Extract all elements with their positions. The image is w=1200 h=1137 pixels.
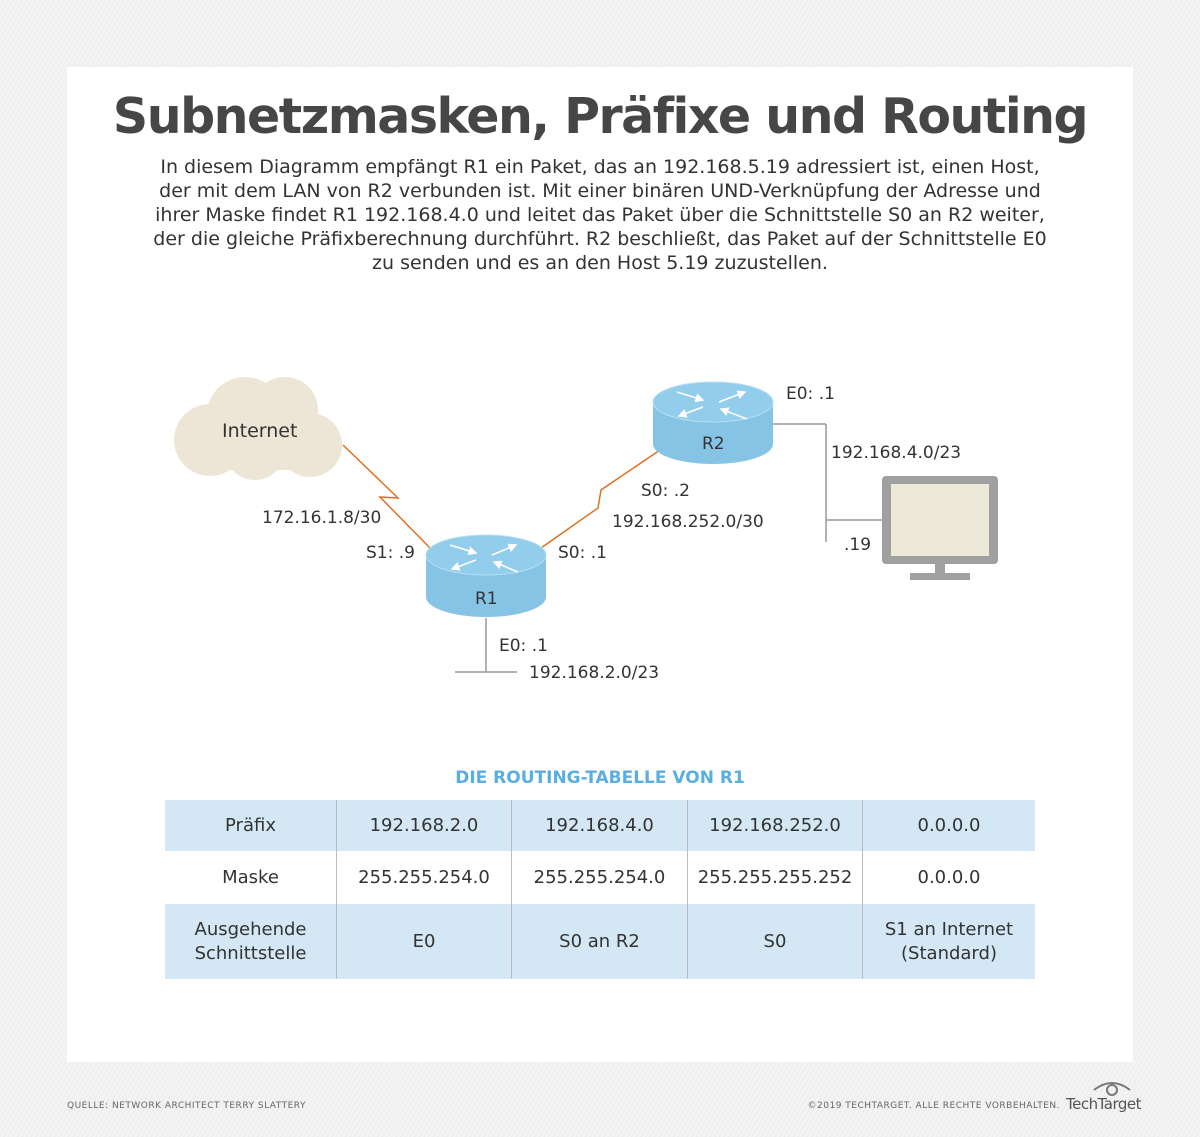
table-cell: 255.255.254.0 [511,851,688,904]
r1-s0-label: S0: .1 [558,543,607,563]
table-cell: S0 an R2 [511,904,688,979]
table-row: Ausgehende Schnittstelle E0 S0 an R2 S0 … [165,904,1035,979]
table-cell: 255.255.255.252 [687,851,863,904]
r1-lan-label: 192.168.2.0/23 [529,663,660,683]
internet-link [342,444,431,549]
host-monitor-icon [882,476,998,580]
lan-lines [455,423,882,673]
table-cell: S1 an Internet (Standard) [862,904,1035,979]
router-r2-icon [652,381,774,464]
internet-label: Internet [222,420,298,442]
routing-table: Präfix 192.168.2.0 192.168.4.0 192.168.2… [165,800,1035,979]
host-label: .19 [844,535,872,555]
source-note: QUELLE: NETWORK ARCHITECT TERRY SLATTERY [67,1101,306,1111]
r2-s0-label: S0: .2 [641,481,690,501]
table-cell: 192.168.4.0 [511,800,688,851]
r1-e0-label: E0: .1 [499,636,548,656]
copyright-note: ©2019 TECHTARGET. ALLE RECHTE VORBEHALTE… [807,1101,1060,1111]
table-title: DIE ROUTING-TABELLE VON R1 [455,768,745,788]
router-r1-icon [425,534,547,617]
wan-net-label: 192.168.252.0/30 [612,512,764,532]
table-cell: 192.168.2.0 [336,800,512,851]
table-cell: 0.0.0.0 [862,800,1035,851]
r1-r2-link [540,449,661,549]
page-title: Subnetzmasken, Präfixe und Routing [112,88,1089,145]
r1-label: R1 [475,589,498,609]
network-diagram [174,377,998,673]
table-row: Präfix 192.168.2.0 192.168.4.0 192.168.2… [165,800,1035,851]
r2-e0-label: E0: .1 [786,384,835,404]
internet-net-label: 172.16.1.8/30 [262,508,382,528]
r2-label: R2 [702,434,725,454]
r2-lan-label: 192.168.4.0/23 [831,443,962,463]
r1-s1-label: S1: .9 [366,543,415,563]
table-cell: 192.168.252.0 [687,800,863,851]
cloud-icon [174,377,342,480]
table-cell: 0.0.0.0 [862,851,1035,904]
table-cell: Ausgehende Schnittstelle [194,918,307,964]
table-cell: S0 [687,904,863,979]
table-cell: Maske [222,867,279,888]
description: In diesem Diagramm empfängt R1 ein Paket… [153,156,1047,274]
table-cell: Präfix [225,815,276,836]
table-row: Maske 255.255.254.0 255.255.254.0 255.25… [165,851,1035,904]
techtarget-logo: TechTarget [1066,1095,1142,1113]
table-cell: 255.255.254.0 [336,851,512,904]
table-cell: E0 [336,904,512,979]
